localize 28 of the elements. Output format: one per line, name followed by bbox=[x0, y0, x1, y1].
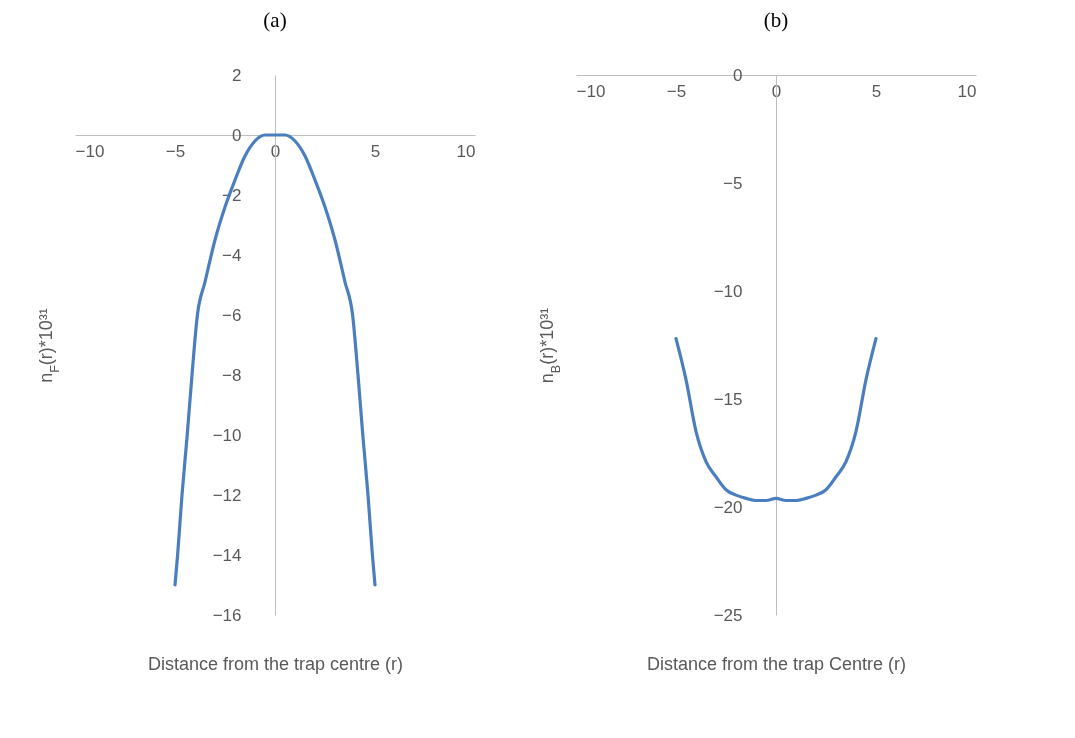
y-tick-label: −10 bbox=[212, 425, 242, 445]
y-tick-label: −20 bbox=[713, 497, 743, 517]
y-tick-label: 2 bbox=[232, 65, 242, 85]
x-tick-label: 10 bbox=[456, 141, 476, 161]
y-tick-label: −6 bbox=[222, 305, 242, 325]
line-series bbox=[674, 336, 878, 503]
y-tick-label: −4 bbox=[222, 245, 242, 265]
x-tick-label: 5 bbox=[370, 141, 381, 161]
y-tick-label: −10 bbox=[713, 281, 743, 301]
x-tick-label: −10 bbox=[75, 141, 105, 161]
x-tick-label: −5 bbox=[165, 141, 186, 161]
x-axis-title: Distance from the trap centre (r) bbox=[147, 653, 404, 674]
y-tick-label: −25 bbox=[713, 605, 743, 625]
y-tick-label: −8 bbox=[222, 365, 242, 385]
y-tick-label: −5 bbox=[723, 173, 743, 193]
y-tick-label: −12 bbox=[212, 485, 242, 505]
x-tick-label: 5 bbox=[871, 81, 882, 101]
y-tick-label: 0 bbox=[733, 65, 743, 85]
x-tick-label: −10 bbox=[576, 81, 606, 101]
y-tick-label: 0 bbox=[232, 125, 242, 145]
y-tick-label: −15 bbox=[713, 389, 743, 409]
x-tick-label: −5 bbox=[666, 81, 687, 101]
x-axis-title: Distance from the trap Centre (r) bbox=[646, 653, 907, 674]
x-tick-label: 10 bbox=[957, 81, 977, 101]
chart-title: (a) bbox=[263, 8, 287, 32]
y-tick-label: −14 bbox=[212, 545, 242, 565]
chart-title: (b) bbox=[763, 8, 789, 32]
y-tick-label: −16 bbox=[212, 605, 242, 625]
